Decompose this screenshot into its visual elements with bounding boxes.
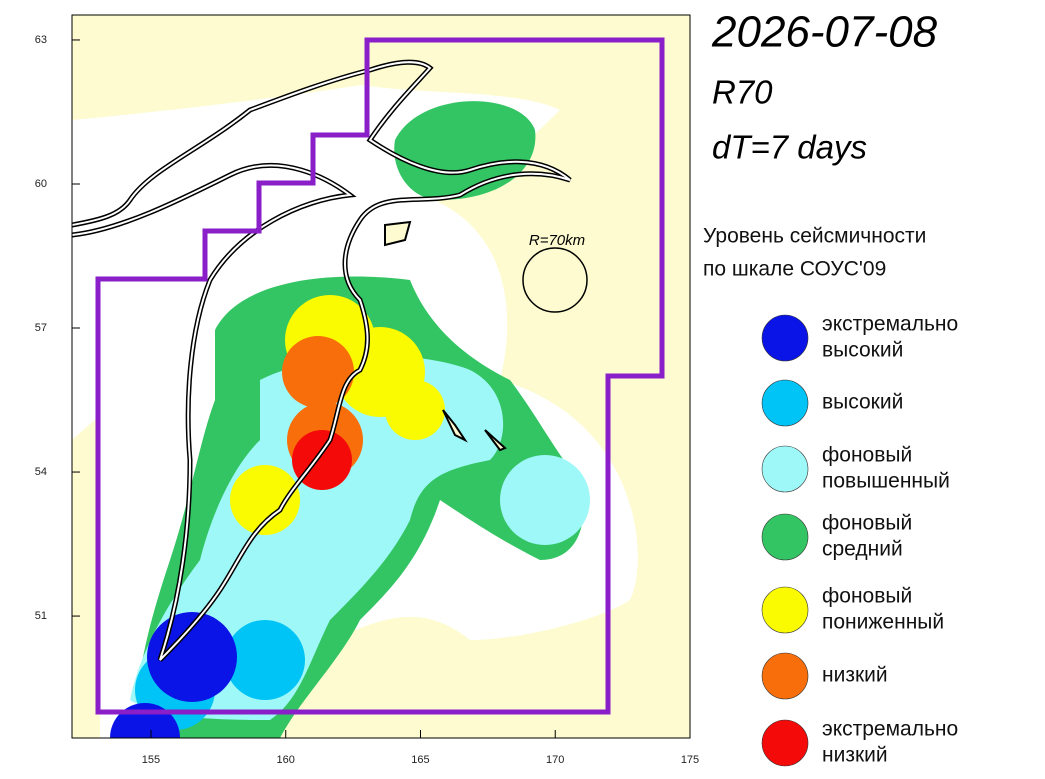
legend-label: экстремально [822, 313, 958, 336]
y-tick-label: 63 [35, 34, 47, 46]
level-areas [110, 101, 590, 738]
legend-label: повышенный [822, 470, 950, 493]
x-tick-label: 155 [142, 754, 160, 766]
region-boundary [95, 37, 665, 715]
legend-label: высокий [822, 339, 903, 362]
legend-label: фоновый [822, 512, 912, 535]
legend-label: низкий [822, 664, 888, 687]
legend-label: экстремально [822, 718, 958, 741]
legend-label: средний [822, 538, 903, 561]
axes: 155 160 165 170 175 51 54 57 60 63 [35, 34, 699, 766]
legend-swatch [761, 586, 809, 634]
x-tick-label: 165 [411, 754, 429, 766]
x-tick-label: 175 [681, 754, 699, 766]
legend-label: фоновый [822, 444, 912, 467]
y-tick-label: 57 [35, 322, 47, 334]
legend-swatch [761, 379, 809, 427]
legend: Уровень сейсмичности по шкале СОУС'09 экст… [703, 225, 958, 767]
radius-label: R=70km [529, 232, 585, 249]
period: dT=7 days [712, 129, 867, 166]
map-frame [71, 14, 691, 739]
legend-swatch [761, 314, 809, 362]
x-tick-label: 160 [277, 754, 295, 766]
y-tick-label: 54 [35, 466, 47, 478]
x-tick-label: 170 [546, 754, 564, 766]
legend-swatch [761, 513, 809, 561]
legend-label: низкий [822, 744, 888, 767]
region: R70 [712, 74, 773, 111]
legend-title: Уровень сейсмичности [703, 225, 926, 248]
radius-circle [522, 247, 588, 313]
date: 2026-07-08 [711, 8, 938, 57]
map: R=70km [72, 15, 690, 738]
legend-swatch [761, 652, 809, 700]
legend-title: по шкале СОУС'09 [703, 258, 886, 281]
legend-swatch [761, 719, 809, 767]
legend-label: фоновый [822, 585, 912, 608]
legend-label: пониженный [822, 611, 944, 634]
legend-label: высокий [822, 391, 903, 414]
legend-swatch [761, 445, 809, 493]
y-tick-label: 51 [35, 610, 47, 622]
y-tick-label: 60 [35, 178, 47, 190]
